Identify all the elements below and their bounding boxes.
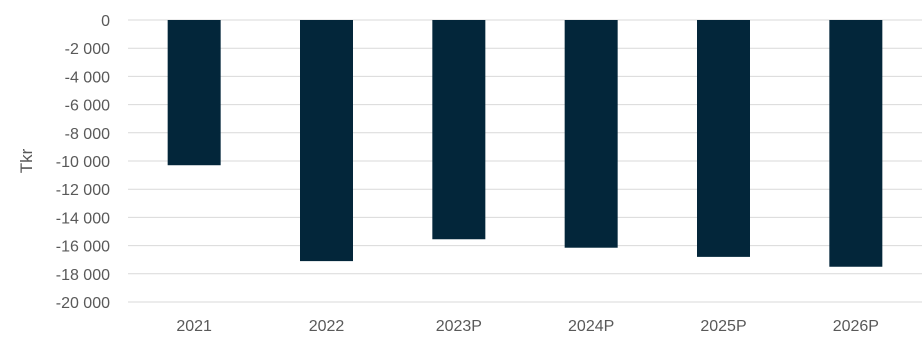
y-tick-label: -16 000 xyxy=(56,239,110,256)
gridlines xyxy=(128,19,922,303)
x-tick-label: 2025P xyxy=(700,318,746,335)
y-tick-label: -14 000 xyxy=(56,210,110,227)
y-tick-label: -2 000 xyxy=(65,41,110,58)
y-tick-label: -10 000 xyxy=(56,154,110,171)
y-tick-label: -6 000 xyxy=(65,98,110,115)
bar-2023P xyxy=(432,20,486,240)
y-tick-label: 0 xyxy=(101,13,110,30)
bar-2021 xyxy=(167,20,221,166)
x-tick-label: 2023P xyxy=(436,318,482,335)
y-axis-tick-labels: 0 -2 000 -4 000 -6 000 -8 000 -10 000 -12 000 -… xyxy=(56,13,110,312)
bar-2022 xyxy=(300,20,353,262)
y-tick-label: -8 000 xyxy=(65,126,110,143)
bar-2024P xyxy=(564,20,618,248)
bar-2025P xyxy=(697,20,750,257)
bar-2026P xyxy=(829,20,883,267)
y-axis-title: Tkr xyxy=(17,148,36,173)
x-axis-tick-labels: 2021 2022 2023P 2024P 2025P 2026P xyxy=(176,318,879,335)
x-tick-label: 2026P xyxy=(833,318,879,335)
bars xyxy=(167,20,883,267)
x-tick-label: 2024P xyxy=(568,318,614,335)
y-tick-label: -20 000 xyxy=(56,295,110,312)
y-tick-label: -12 000 xyxy=(56,182,110,199)
x-tick-label: 2021 xyxy=(176,318,212,335)
y-tick-label: -4 000 xyxy=(65,69,110,86)
x-tick-label: 2022 xyxy=(309,318,345,335)
y-tick-label: -18 000 xyxy=(56,267,110,284)
